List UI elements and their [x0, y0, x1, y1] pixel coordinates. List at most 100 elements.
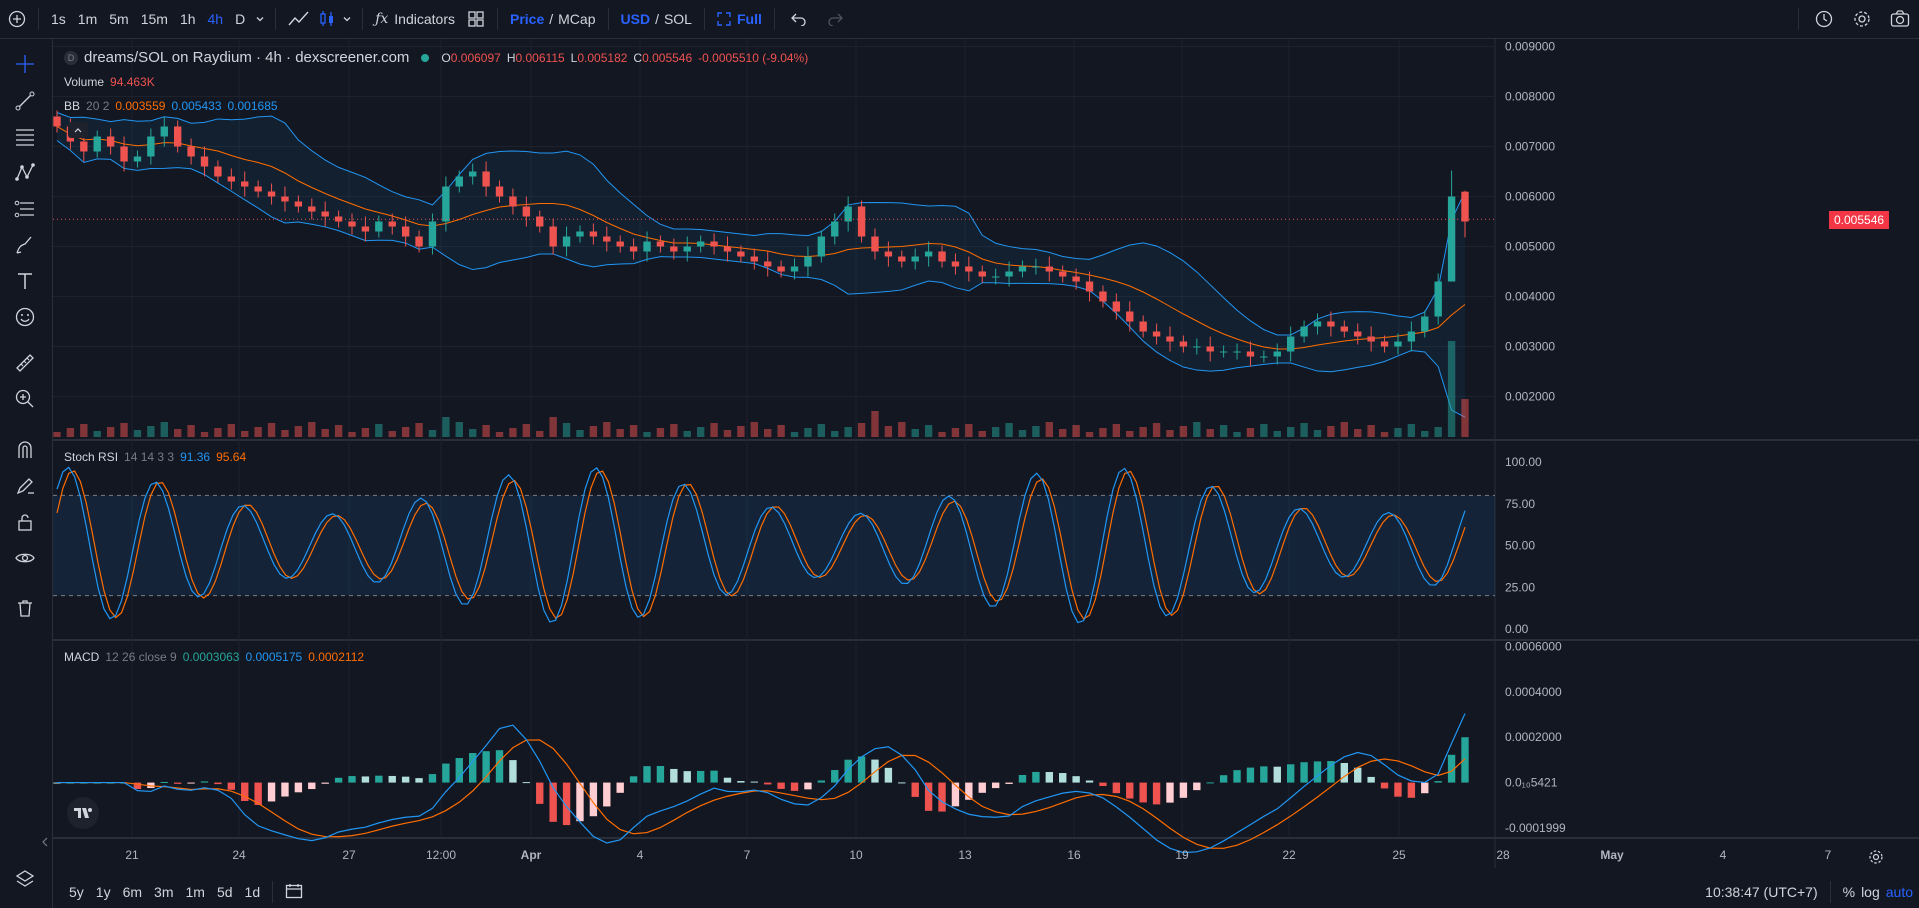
collapse-toolbar-icon[interactable]: [40, 829, 50, 855]
range-6m[interactable]: 6m: [122, 884, 143, 900]
percent-toggle[interactable]: %: [1842, 884, 1856, 900]
candle-body: [616, 241, 624, 247]
bb-legend[interactable]: BB 20 2 0.003559 0.005433 0.001685: [64, 99, 278, 113]
range-5d[interactable]: 5d: [216, 884, 233, 900]
range-3m[interactable]: 3m: [154, 884, 174, 900]
goto-date-icon[interactable]: [279, 883, 309, 902]
range-1m[interactable]: 1m: [185, 884, 205, 900]
macd-histogram-bar: [991, 782, 1000, 789]
line-chart-icon[interactable]: [282, 0, 316, 38]
macd-legend[interactable]: MACD 12 26 close 9 0.0003063 0.0005175 0…: [64, 650, 364, 664]
clock[interactable]: 10:38:47 (UTC+7): [1705, 884, 1818, 900]
log-toggle[interactable]: log: [1861, 884, 1880, 900]
pattern-icon[interactable]: [12, 159, 38, 185]
bb-fill: [57, 112, 1465, 418]
volume-bar: [576, 430, 584, 437]
price-option[interactable]: Price: [510, 11, 545, 27]
macd-line-value: 0.0005175: [245, 650, 303, 664]
volume-bar: [643, 432, 651, 437]
candle-body: [844, 206, 852, 222]
timeframe-4h[interactable]: 4h: [207, 11, 224, 27]
timeframe-1m[interactable]: 1m: [77, 11, 98, 27]
range-1d[interactable]: 1d: [244, 884, 261, 900]
candle-body: [227, 176, 236, 182]
price-sep: /: [549, 11, 554, 27]
change-value: -0.0005510 (-9.04%): [698, 50, 809, 65]
zoom-in-icon[interactable]: [12, 386, 38, 412]
timeframe-1h[interactable]: 1h: [179, 11, 196, 27]
candles-icon[interactable]: [316, 0, 338, 38]
volume-bar: [348, 432, 356, 437]
range-5y[interactable]: 5y: [69, 884, 84, 900]
timeframe-1s[interactable]: 1s: [51, 11, 66, 27]
eye-icon[interactable]: [12, 545, 38, 571]
bottom-divider: [1829, 881, 1831, 903]
price-mcap-toggle[interactable]: Price / MCap: [504, 0, 602, 38]
ruler-icon[interactable]: [12, 350, 38, 376]
timeframe-dropdown-icon[interactable]: [251, 0, 269, 38]
volume-bar: [227, 424, 236, 437]
time-tick-label: 19: [1175, 848, 1189, 862]
candle-body: [576, 231, 584, 237]
alert-clock-icon[interactable]: [1805, 0, 1843, 38]
volume-bar: [482, 425, 490, 437]
macd-histogram-bar: [160, 781, 168, 783]
macd-histogram-bar: [415, 778, 423, 783]
crosshair-icon[interactable]: [12, 51, 38, 77]
chart-settings-gear-icon[interactable]: [1868, 849, 1884, 868]
trash-icon[interactable]: [12, 595, 38, 621]
volume-bar: [1032, 426, 1040, 437]
settings-gear-icon[interactable]: [1843, 0, 1881, 38]
auto-toggle[interactable]: auto: [1885, 884, 1913, 900]
volume-legend[interactable]: Volume 94.463K: [64, 75, 155, 89]
volume-bar: [415, 423, 423, 437]
full-button[interactable]: Full: [711, 0, 768, 38]
timeframe-15m[interactable]: 15m: [140, 11, 168, 27]
candle-body: [1447, 196, 1456, 282]
prediction-icon[interactable]: [12, 196, 38, 222]
macd-histogram-bar: [482, 751, 490, 783]
chart-type-dropdown-icon[interactable]: [338, 0, 356, 38]
macd-signal-value: 0.0002112: [308, 650, 365, 664]
indicators-label: Indicators: [394, 11, 455, 27]
symbol-title[interactable]: dreams/SOL on Raydium · 4h · dexscreener…: [84, 49, 410, 66]
keep-drawing-icon[interactable]: [12, 473, 38, 499]
price-chart[interactable]: 0.009000 0.008000 0.007000 0.006000 0.005000…: [53, 39, 1919, 868]
candle-body: [656, 241, 665, 247]
price-tick-label: 0.005000: [1505, 240, 1555, 254]
macd-histogram-bar: [1206, 782, 1214, 784]
layers-icon[interactable]: [12, 866, 38, 892]
emoji-icon[interactable]: [12, 304, 38, 330]
add-symbol-icon[interactable]: [0, 0, 32, 38]
macd-histogram-bar: [522, 782, 531, 784]
range-1y[interactable]: 1y: [95, 884, 111, 900]
tradingview-logo[interactable]: [67, 797, 99, 829]
timeframe-d[interactable]: D: [235, 11, 246, 27]
stoch-d-line: [56, 470, 1466, 620]
mcap-option[interactable]: MCap: [558, 11, 596, 27]
layouts-icon[interactable]: [461, 0, 491, 38]
sol-option[interactable]: SOL: [663, 11, 692, 27]
brush-icon[interactable]: [12, 232, 38, 258]
trend-line-icon[interactable]: [12, 88, 38, 114]
currency-toggle[interactable]: USD / SOL: [615, 0, 698, 38]
timeframe-5m[interactable]: 5m: [109, 11, 129, 27]
macd-histogram-bar: [978, 782, 986, 793]
indicators-button[interactable]: ƒx Indicators: [369, 0, 461, 38]
candle-body: [670, 246, 678, 252]
fib-retracement-icon[interactable]: [12, 123, 38, 149]
camera-icon[interactable]: [1881, 0, 1919, 38]
text-tool-icon[interactable]: [12, 268, 38, 294]
candle-body: [509, 196, 517, 207]
collapse-legend-icon[interactable]: [68, 122, 88, 138]
magnet-icon[interactable]: [12, 437, 38, 463]
usd-option[interactable]: USD: [620, 11, 651, 27]
stoch-rsi-legend[interactable]: Stoch RSI 14 14 3 3 91.36 95.64: [64, 450, 246, 464]
volume-bar: [670, 424, 678, 437]
lock-icon[interactable]: [12, 509, 38, 535]
volume-bar: [1273, 431, 1281, 437]
macd-tick-label: 0.0004000: [1505, 685, 1562, 699]
undo-icon[interactable]: [781, 0, 817, 38]
volume-bar: [1045, 422, 1053, 437]
redo-icon[interactable]: [817, 0, 853, 38]
